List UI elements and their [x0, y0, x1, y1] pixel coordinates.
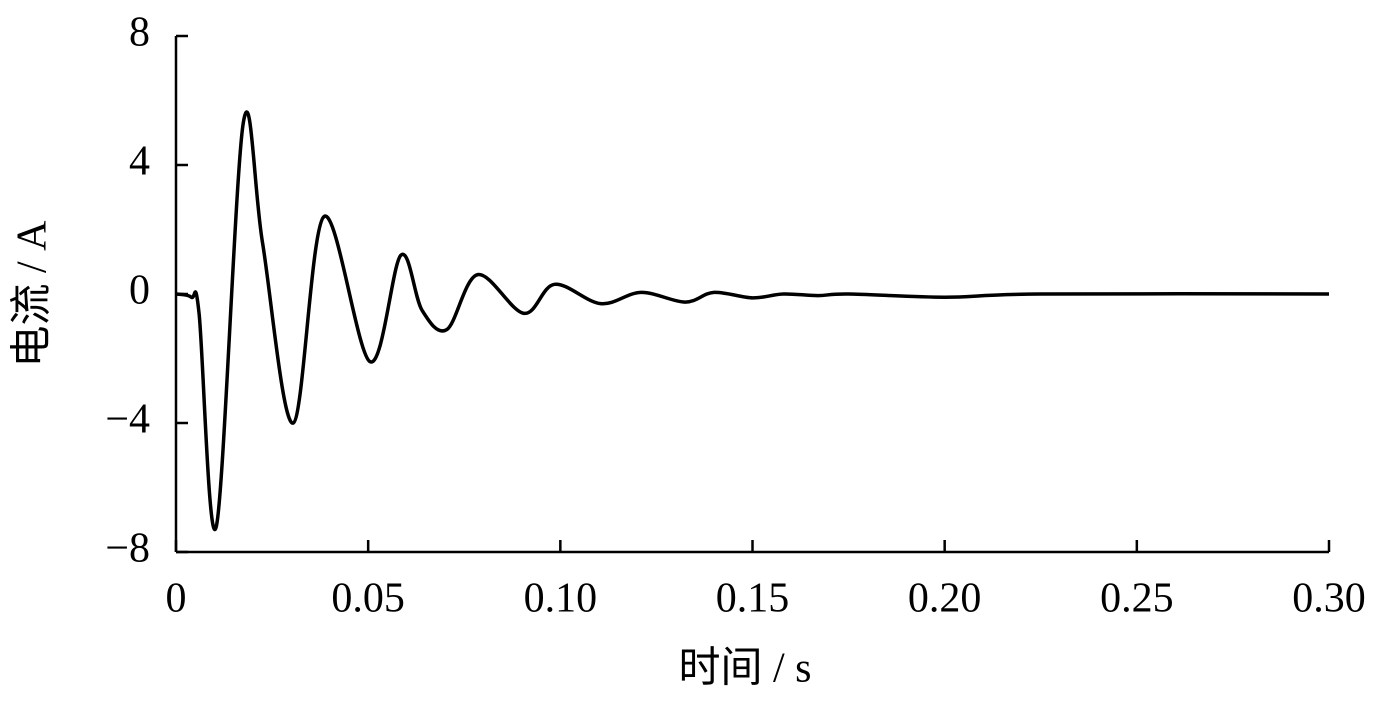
x-tick-label: 0.30 [1292, 576, 1366, 622]
x-tick-label: 0.25 [1100, 576, 1174, 622]
x-tick-label: 0.10 [524, 576, 598, 622]
x-tick-label: 0.20 [908, 576, 982, 622]
y-axis-label: 电流 / A [10, 220, 56, 368]
x-tick-label: 0.15 [716, 576, 790, 622]
y-tick-label: −4 [105, 397, 150, 443]
y-tick-label: −8 [105, 526, 150, 572]
x-tick-label: 0 [166, 576, 187, 622]
x-axis-label: 时间 / s [678, 646, 811, 692]
y-tick-label: 8 [129, 10, 150, 56]
line-series [175, 110, 1330, 532]
y-tick-label: 4 [129, 139, 150, 185]
x-tick-label: 0.05 [331, 576, 405, 622]
y-tick-label: 0 [129, 268, 150, 314]
